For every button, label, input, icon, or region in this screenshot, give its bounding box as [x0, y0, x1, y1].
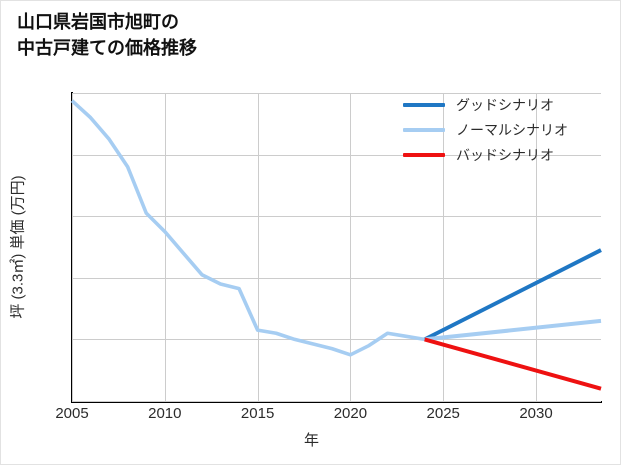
x-tick-label: 2015: [240, 405, 275, 422]
x-axis-label: 年: [303, 432, 319, 449]
chart-title: 山口県岩国市旭町の 中古戸建ての価格推移: [17, 12, 197, 59]
legend-swatch: [403, 102, 445, 107]
gridline-horizontal: [72, 216, 601, 218]
gridline-horizontal: [72, 401, 601, 402]
gridline-vertical: [350, 93, 352, 401]
legend-item[interactable]: グッドシナリオ: [403, 92, 603, 117]
gridline-vertical: [164, 93, 166, 401]
gridline-vertical: [443, 93, 445, 401]
legend-label: ノーマルシナリオ: [456, 121, 568, 138]
gridline-horizontal: [72, 93, 601, 94]
gridline-vertical: [536, 93, 538, 401]
x-axis-spine: [71, 401, 602, 403]
legend-item[interactable]: バッドシナリオ: [403, 142, 603, 167]
gridline-vertical: [72, 93, 73, 401]
x-tick-label: 2025: [426, 405, 460, 422]
gridline-horizontal: [72, 154, 601, 156]
legend-swatch: [403, 152, 445, 157]
series-line: [424, 337, 602, 391]
x-tick-label: 2020: [333, 405, 368, 422]
y-axis-label: 坪 (3.3㎡) 単価 (万円): [9, 175, 27, 319]
x-tick-label: 2010: [148, 405, 182, 422]
plot-area: [70, 93, 602, 402]
x-tick-label: 2030: [519, 405, 553, 422]
series-line: [423, 248, 602, 342]
data-series-layer: [70, 99, 602, 391]
gridline-horizontal: [72, 277, 601, 279]
gridline-vertical: [257, 93, 259, 401]
gridline-horizontal: [72, 339, 601, 341]
series-line: [70, 99, 425, 357]
legend-swatch: [403, 127, 445, 132]
legend-label: バッドシナリオ: [456, 146, 554, 163]
chart-legend: グッドシナリオ ノーマルシナリオ バッドシナリオ: [403, 92, 603, 167]
legend-item[interactable]: ノーマルシナリオ: [403, 117, 603, 142]
x-tick-label: 2005: [55, 405, 89, 422]
legend-label: グッドシナリオ: [456, 96, 554, 113]
series-line: [424, 318, 602, 342]
y-axis-label-wrap: 坪 (3.3㎡) 単価 (万円): [10, 93, 35, 401]
